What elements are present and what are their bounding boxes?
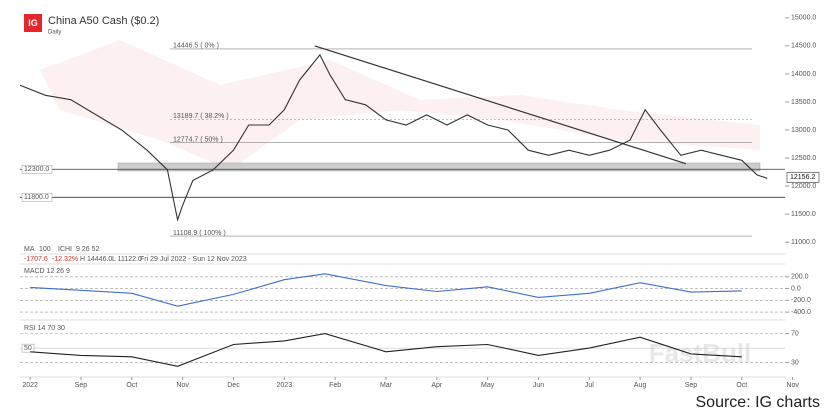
fib-label: 12774.7 ( 50% ) (173, 137, 223, 144)
y-tick-label: 15000.0 (791, 15, 816, 22)
trendline (314, 45, 687, 165)
stat-label: -12.32% (52, 256, 78, 263)
y-tick-label: 13500.0 (791, 99, 816, 106)
stat-label: Fri 29 Jul 2022 - Sun 12 Nov 2023 (140, 256, 247, 263)
y-tick-label: 30 (791, 360, 799, 367)
logo-box (24, 14, 42, 32)
y-tick-label: -400.0 (791, 309, 811, 316)
stat-label: L 11122.0 (112, 256, 142, 263)
indicator-label: 9 26 52 (76, 246, 99, 253)
logo: IG (28, 18, 38, 28)
y-tick-label: 12500.0 (791, 155, 816, 162)
support-label-box (21, 193, 53, 202)
y-tick-label: 12000.0 (791, 183, 816, 190)
x-tick-label: Feb (329, 382, 341, 389)
x-tick-label: Mar (380, 382, 393, 389)
indicator-label: ICHI (58, 246, 72, 253)
price-line (19, 53, 768, 222)
chart-title: China A50 Cash ($0.2) (48, 15, 159, 27)
x-tick-label: 2023 (277, 382, 293, 389)
support-label: 12300.0 (24, 166, 49, 173)
y-tick-label: 0.0 (791, 285, 801, 292)
fib-label: 14446.5 ( 0% ) (173, 43, 219, 50)
panel-title: RSI 14 70 30 (24, 325, 65, 332)
indicator-label: MA (24, 246, 35, 253)
ichimoku-cloud (40, 40, 760, 170)
x-tick-label: Dec (227, 382, 240, 389)
x-tick-label: Oct (736, 382, 747, 389)
stat-label: -1707.6 (24, 256, 48, 263)
source: Source: IG charts (696, 394, 821, 411)
chart-subtitle: Daily (48, 30, 61, 36)
x-tick-label: Sep (75, 382, 88, 389)
watermark: FastBull (649, 338, 752, 368)
x-tick-label: Nov (786, 382, 799, 389)
x-tick-label: Apr (431, 382, 443, 389)
y-tick-label: 11000.0 (791, 239, 816, 246)
x-tick-label: Nov (176, 382, 189, 389)
y-tick-label: -200.0 (791, 297, 811, 304)
last-price: 12156.2 (790, 174, 815, 181)
y-tick-label: 13000.0 (791, 127, 816, 134)
fib-label: 11108.9 ( 100% ) (173, 230, 226, 237)
support-label-box (21, 165, 53, 174)
indicator-label: 100 (39, 246, 51, 253)
x-tick-label: Sep (685, 382, 698, 389)
support-label: 11800.0 (24, 194, 49, 201)
x-tick-label: Jun (533, 382, 544, 389)
fib-label: 13189.7 ( 38.2% ) (173, 113, 229, 120)
y-tick-label: 70 (791, 330, 799, 337)
price-line (30, 333, 742, 367)
x-tick-label: Aug (634, 382, 647, 389)
x-tick-label: Jul (585, 382, 594, 389)
y-tick-label: 11500.0 (791, 211, 816, 218)
price-line (30, 273, 742, 307)
support-zone (117, 162, 761, 172)
x-tick-label: Oct (126, 382, 137, 389)
panel-title: MACD 12 26 9 (24, 268, 70, 275)
last-price-box (786, 172, 820, 183)
y-tick-label: 14500.0 (791, 43, 816, 50)
x-tick-label: May (481, 382, 495, 389)
midline-label: 50 (24, 345, 32, 352)
stat-label: H 14446.0 (80, 256, 112, 263)
y-tick-label: 200.0 (791, 274, 809, 281)
x-tick-label: 2022 (22, 382, 38, 389)
midline-box (21, 343, 35, 353)
y-tick-label: 14000.0 (791, 71, 816, 78)
